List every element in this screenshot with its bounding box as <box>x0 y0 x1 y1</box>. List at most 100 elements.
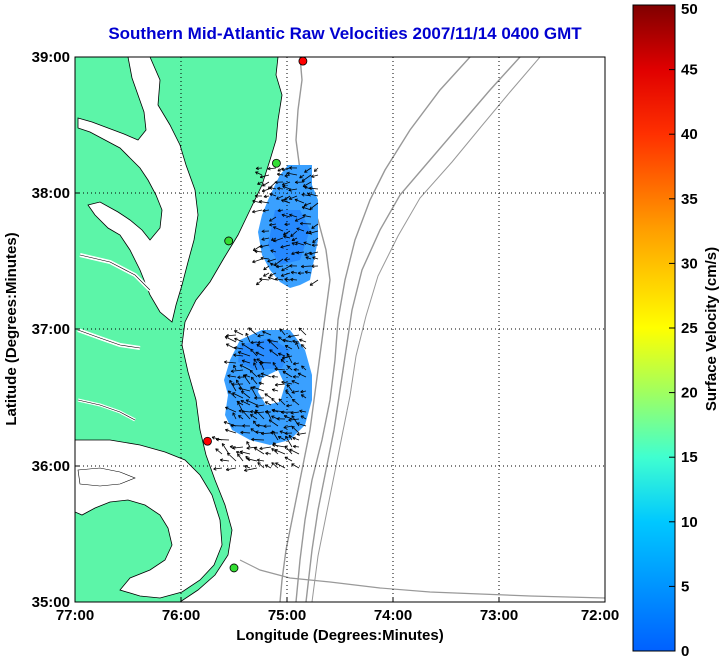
isobath-contour <box>279 57 331 602</box>
velocity-arrow <box>245 332 251 343</box>
velocity-arrow <box>299 409 307 413</box>
velocity-arrow <box>303 202 312 207</box>
velocity-arrow <box>275 462 286 469</box>
velocity-arrow <box>252 386 265 392</box>
velocity-arrow <box>255 351 265 357</box>
velocity-arrow <box>227 390 237 399</box>
velocity-arrow <box>259 277 270 282</box>
velocity-arrow <box>281 380 293 385</box>
velocity-arrow <box>297 271 305 275</box>
velocity-arrow <box>274 367 286 371</box>
velocity-arrow <box>274 383 286 387</box>
velocity-arrow <box>261 229 270 234</box>
velocity-arrow <box>299 221 312 226</box>
velocity-arrow <box>233 353 244 357</box>
velocity-arrow <box>259 361 265 371</box>
velocity-arrow <box>250 376 258 385</box>
velocity-arrow <box>255 171 263 176</box>
velocity-arrow <box>309 279 319 286</box>
velocity-arrow <box>260 431 272 436</box>
velocity-arrow <box>304 270 312 275</box>
velocity-arrow <box>300 415 307 420</box>
velocity-arrow <box>254 396 265 400</box>
velocity-arrow <box>269 349 279 357</box>
velocity-arrow <box>267 166 277 171</box>
velocity-arrow <box>261 237 270 241</box>
velocity-arrow <box>269 216 277 222</box>
velocity-arrow <box>251 437 265 442</box>
velocity-arrow <box>300 344 307 350</box>
colorbar-tick-label: 35 <box>681 191 698 208</box>
hatteras-station <box>229 563 239 573</box>
velocity-arrow <box>289 166 298 170</box>
velocity-arrow <box>278 398 286 406</box>
chesapeake-bay <box>77 57 199 323</box>
velocity-arrow <box>291 251 298 255</box>
velocity-arrow <box>308 186 319 191</box>
velocity-arrow <box>275 264 284 269</box>
velocity-arrow <box>276 172 284 177</box>
velocity-arrow <box>296 227 305 232</box>
velocity-arrow <box>274 277 284 281</box>
velocity-arrow <box>273 237 284 243</box>
velocity-arrow <box>296 432 307 436</box>
velocity-arrow <box>256 458 265 463</box>
velocity-arrow <box>234 346 244 350</box>
velocity-arrow <box>269 222 277 227</box>
velocity-arrow <box>287 334 300 339</box>
colorbar-tick-label: 25 <box>681 320 698 337</box>
velocity-arrow <box>215 437 230 442</box>
velocity-arrow <box>256 279 263 286</box>
velocity-arrow <box>257 340 265 345</box>
x-tick-label: 77:00 <box>56 607 94 624</box>
velocity-arrow <box>246 441 251 448</box>
velocity-arrow <box>281 199 291 204</box>
velocity-arrow <box>271 388 279 392</box>
velocity-arrow <box>262 330 272 336</box>
velocity-arrow <box>229 379 237 392</box>
velocity-arrow <box>253 447 265 455</box>
velocity-arrow <box>263 424 272 428</box>
velocity-arrow <box>274 180 284 185</box>
velocity-arrow <box>234 330 244 336</box>
velocity-arrow <box>233 364 237 371</box>
velocity-arrow <box>244 465 251 469</box>
velocity-arrow <box>241 410 251 420</box>
velocity-arrow <box>299 338 307 343</box>
velocity-arrow <box>240 390 251 399</box>
velocity-arrow <box>242 424 251 428</box>
velocity-arrow <box>224 360 237 364</box>
velocity-arrow <box>276 195 284 200</box>
colorbar-tick-label: 10 <box>681 514 698 531</box>
velocity-arrow <box>250 414 258 420</box>
velocity-arrow <box>269 272 277 277</box>
velocity-arrow <box>308 230 319 235</box>
velocity-arrow <box>266 410 272 420</box>
velocity-arrow <box>277 352 286 357</box>
velocity-arrow <box>219 458 230 462</box>
velocity-arrow <box>291 425 300 434</box>
velocity-arrow <box>300 394 307 399</box>
velocity-arrow <box>272 362 279 371</box>
velocity-arrow <box>283 230 291 236</box>
velocity-arrow <box>267 258 277 263</box>
velocity-arrow <box>280 272 291 277</box>
velocity-arrow <box>290 411 300 415</box>
velocity-arrow <box>289 448 300 455</box>
velocity-arrow <box>291 242 298 246</box>
y-tick-label: 37:00 <box>32 321 70 338</box>
velocity-arrow <box>224 336 237 343</box>
velocity-arrow <box>227 374 237 378</box>
velocity-arrow <box>269 186 277 190</box>
velocity-arrow <box>260 256 270 261</box>
velocity-arrow <box>305 230 312 234</box>
velocity-arrow <box>252 258 263 264</box>
velocity-arrow <box>234 337 244 343</box>
velocity-arrow <box>312 237 319 244</box>
velocity-arrow <box>297 372 307 378</box>
velocity-arrow <box>259 446 272 451</box>
velocity-arrow <box>264 393 272 399</box>
velocity-arrow <box>257 374 265 378</box>
north-station <box>298 57 308 66</box>
